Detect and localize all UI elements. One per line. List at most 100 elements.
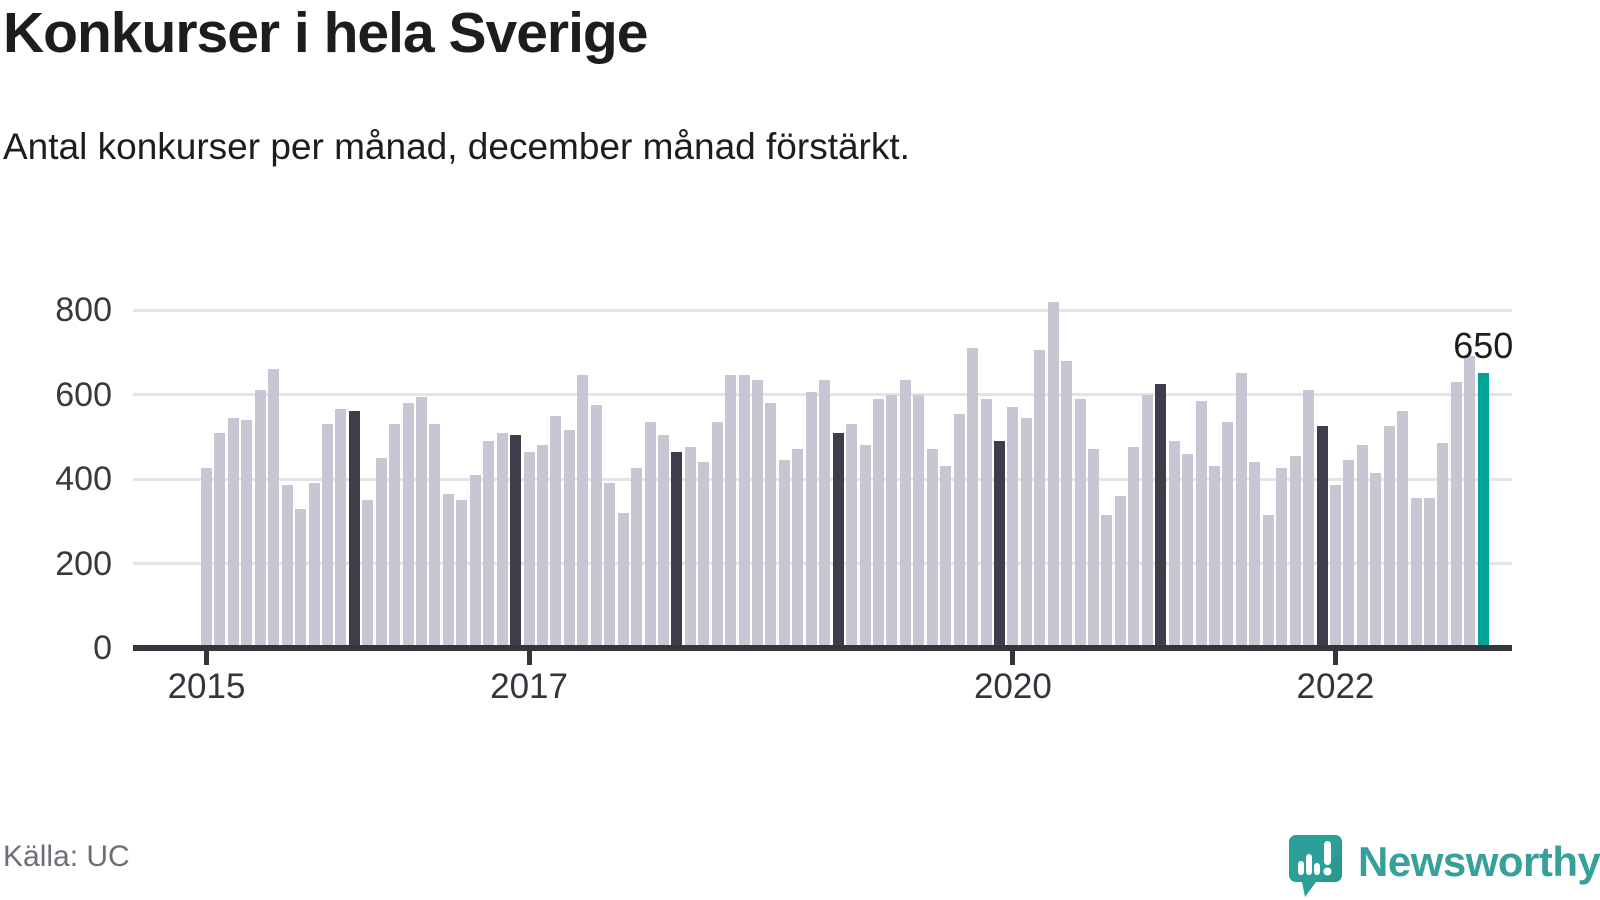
bar-month bbox=[926, 449, 938, 648]
bar-month bbox=[792, 449, 804, 648]
bar-month bbox=[268, 369, 280, 648]
bar-month bbox=[308, 483, 320, 648]
bar-month bbox=[1356, 445, 1368, 648]
bar-month bbox=[1262, 514, 1274, 648]
x-axis-tick bbox=[526, 651, 532, 665]
bar-month bbox=[1007, 407, 1019, 648]
bar-month bbox=[1074, 398, 1086, 648]
bar-month bbox=[456, 500, 468, 648]
bar-month bbox=[967, 348, 979, 648]
x-axis-tick bbox=[1010, 651, 1016, 665]
bar-december bbox=[832, 432, 844, 648]
bar-month bbox=[1289, 455, 1301, 648]
x-axis-tick-label: 2017 bbox=[490, 667, 568, 706]
bar-month bbox=[980, 398, 992, 648]
y-axis-tick-label: 800 bbox=[55, 291, 112, 329]
bar-december bbox=[671, 451, 683, 648]
bar-month bbox=[496, 432, 508, 648]
y-gridline bbox=[133, 308, 1512, 312]
bar-month bbox=[402, 402, 414, 648]
bar-month bbox=[429, 424, 441, 648]
bar-month bbox=[1437, 443, 1449, 648]
x-axis-tick-label: 2015 bbox=[167, 667, 246, 706]
bar-month bbox=[1101, 514, 1113, 648]
bar-month bbox=[604, 483, 616, 648]
bar-december bbox=[510, 434, 522, 648]
bar-month bbox=[1343, 459, 1355, 648]
bar-month bbox=[1047, 301, 1059, 648]
bar-month bbox=[1128, 447, 1140, 648]
bar-month bbox=[644, 421, 656, 648]
bar-month bbox=[416, 396, 428, 648]
bar-month bbox=[873, 398, 884, 648]
x-axis-tick-label: 2020 bbox=[973, 667, 1052, 706]
y-axis-tick-label: 400 bbox=[55, 460, 112, 498]
bar-month bbox=[738, 375, 750, 648]
bar-month bbox=[1209, 466, 1220, 648]
bar-month bbox=[469, 474, 481, 648]
bar-month bbox=[1410, 498, 1422, 648]
newsworthy-wordmark: Newsworthy bbox=[1358, 838, 1600, 885]
bar-latest-month bbox=[1477, 373, 1489, 648]
bar-month bbox=[899, 379, 911, 648]
bar-month bbox=[1450, 381, 1462, 648]
bar-month bbox=[254, 390, 266, 648]
y-axis-tick-label: 0 bbox=[93, 629, 112, 667]
bar-month bbox=[752, 379, 764, 648]
bar-month bbox=[335, 409, 347, 648]
bar-month bbox=[725, 375, 737, 648]
bar-month bbox=[577, 375, 589, 648]
bar-month bbox=[295, 508, 307, 648]
bar-month bbox=[1020, 417, 1032, 648]
chart-subtitle: Antal konkurser per månad, december måna… bbox=[3, 126, 910, 167]
bar-month bbox=[281, 485, 293, 648]
x-axis-tick bbox=[204, 651, 209, 665]
bar-month bbox=[563, 430, 575, 648]
bar-month bbox=[1222, 421, 1234, 648]
bar-month bbox=[805, 392, 817, 648]
bar-month bbox=[1249, 462, 1261, 648]
bar-month bbox=[1370, 472, 1382, 648]
bar-month bbox=[590, 405, 602, 648]
bar-month bbox=[953, 413, 965, 648]
y-axis-tick-label: 600 bbox=[55, 375, 112, 414]
source-label: Källa: UC bbox=[3, 840, 130, 873]
bar-month bbox=[1303, 390, 1315, 648]
bar-month bbox=[1088, 449, 1100, 648]
y-axis-tick-label: 200 bbox=[55, 544, 112, 583]
bar-december bbox=[1155, 383, 1167, 648]
bar-december bbox=[993, 440, 1005, 648]
bar-month bbox=[227, 417, 239, 648]
bar-month bbox=[886, 394, 898, 648]
bar-month bbox=[819, 379, 831, 648]
bar-month bbox=[550, 415, 562, 648]
bar-month bbox=[1168, 440, 1180, 648]
bar-december bbox=[1316, 426, 1328, 648]
bar-month bbox=[1276, 468, 1288, 648]
bar-month bbox=[859, 445, 871, 648]
bar-month bbox=[1034, 350, 1046, 648]
bar-month bbox=[1061, 360, 1073, 648]
bar-month bbox=[483, 440, 495, 648]
bar-month bbox=[1235, 373, 1247, 648]
bar-month bbox=[765, 402, 777, 648]
bar-month bbox=[913, 394, 925, 648]
newsworthy-bubble-icon bbox=[1288, 834, 1344, 900]
bar-month bbox=[631, 468, 643, 648]
bar-month bbox=[1397, 411, 1409, 648]
x-axis-tick bbox=[1332, 651, 1338, 665]
bar-december bbox=[348, 411, 360, 648]
bar-month bbox=[375, 457, 387, 648]
bar-month bbox=[523, 451, 535, 648]
bar-month bbox=[1182, 453, 1194, 648]
bar-month bbox=[778, 459, 790, 648]
bar-month bbox=[362, 500, 374, 648]
bar-month bbox=[389, 424, 401, 648]
bar-month bbox=[657, 434, 669, 648]
bar-month bbox=[684, 447, 696, 648]
bar-month bbox=[214, 432, 226, 648]
chart-title: Konkurser i hela Sverige bbox=[3, 1, 648, 65]
x-axis-tick-label: 2022 bbox=[1296, 667, 1375, 706]
